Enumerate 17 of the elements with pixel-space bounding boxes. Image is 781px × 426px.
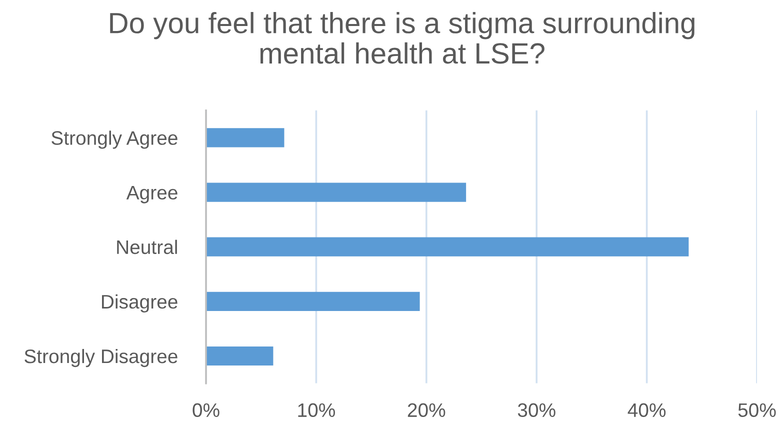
y-tick-label: Strongly Disagree <box>24 348 178 368</box>
bar <box>206 346 274 366</box>
x-tick-label: 50% <box>738 403 776 418</box>
x-tick-label: 20% <box>408 403 446 418</box>
bar <box>206 128 284 148</box>
bar <box>206 292 420 311</box>
x-tick-label: 30% <box>518 403 556 418</box>
x-tick-label: 10% <box>298 403 335 418</box>
chart-title: Do you feel that there is a stigma surrounding mental health at LSE? <box>110 12 694 64</box>
y-tick-label: Strongly Agree <box>52 130 178 149</box>
bar <box>206 182 466 202</box>
bar <box>206 237 689 256</box>
x-tick-label: 0% <box>192 403 220 418</box>
y-tick-label: Agree <box>126 186 178 204</box>
y-tick-label: Disagree <box>102 294 178 313</box>
y-tick-label: Neutral <box>117 240 177 254</box>
x-tick-label: 40% <box>628 403 666 418</box>
